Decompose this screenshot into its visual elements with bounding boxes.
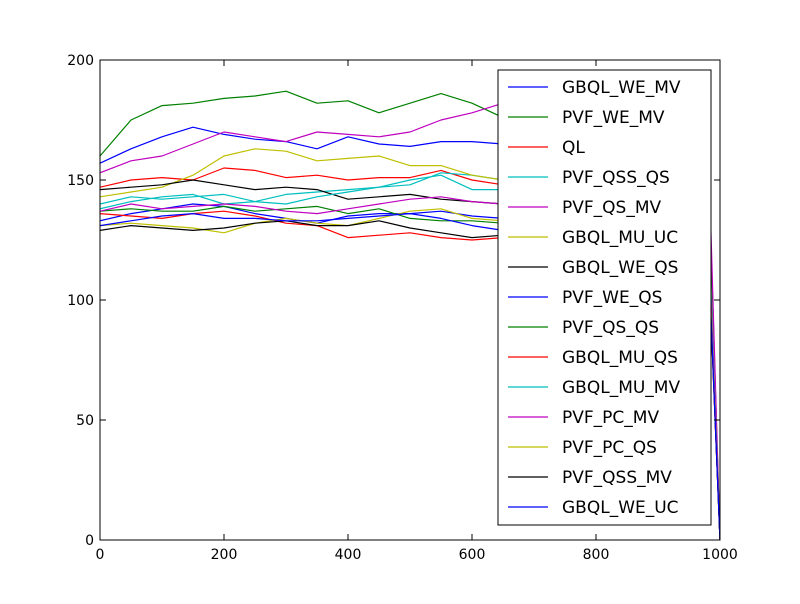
legend-entry: PVF_QSS_MV — [508, 468, 672, 488]
legend-label: GBQL_WE_QS — [562, 258, 678, 278]
y-tick-label: 150 — [67, 173, 94, 189]
legend-label: PVF_QS_QS — [562, 318, 659, 338]
legend-entry: PVF_QS_MV — [508, 198, 661, 218]
legend-label: PVF_WE_QS — [562, 288, 662, 308]
legend-label: GBQL_MU_MV — [562, 378, 680, 398]
x-tick-label: 800 — [583, 547, 610, 563]
x-tick-label: 600 — [459, 547, 486, 563]
legend-label: GBQL_MU_UC — [562, 228, 678, 248]
legend-label: GBQL_MU_QS — [562, 348, 678, 368]
legend-label: GBQL_WE_UC — [562, 498, 679, 518]
y-tick-label: 100 — [67, 293, 94, 309]
legend-label: PVF_PC_MV — [562, 408, 659, 428]
x-tick-label: 0 — [96, 547, 105, 563]
legend-label: QL — [562, 138, 585, 158]
axes: 0 200 400 600 800 1000 0 50 100 150 200 — [67, 53, 738, 563]
legend-entry: PVF_WE_MV — [508, 108, 665, 128]
x-tick-label: 1000 — [702, 547, 738, 563]
y-tick-label: 50 — [76, 413, 94, 429]
legend-label: PVF_QSS_QS — [562, 168, 670, 188]
legend-entry: PVF_PC_MV — [508, 408, 659, 428]
y-tick-label: 0 — [85, 533, 94, 549]
y-tick-label: 200 — [67, 53, 94, 69]
legend: GBQL_WE_MV PVF_WE_MV QL PVF_QSS_QS PVF_QS_MV… — [497, 69, 712, 526]
legend-label: PVF_QS_MV — [562, 198, 661, 218]
legend-entry: GBQL_MU_MV — [508, 378, 680, 398]
x-tick-label: 200 — [211, 547, 238, 563]
legend-entry: PVF_PC_QS — [508, 438, 657, 458]
legend-label: GBQL_WE_MV — [562, 78, 681, 98]
legend-label: PVF_WE_MV — [562, 108, 665, 128]
legend-entry: GBQL_WE_QS — [508, 258, 678, 278]
legend-entry: GBQL_WE_UC — [508, 498, 679, 518]
legend-entry: PVF_QS_QS — [508, 318, 659, 338]
legend-entry: QL — [508, 138, 585, 158]
legend-entry: GBQL_MU_QS — [508, 348, 678, 368]
legend-entry: PVF_WE_QS — [508, 288, 662, 308]
legend-entry: GBQL_MU_UC — [508, 228, 678, 248]
legend-label: PVF_QSS_MV — [562, 468, 672, 488]
x-tick-label: 400 — [335, 547, 362, 563]
legend-label: PVF_PC_QS — [562, 438, 657, 458]
legend-entry: PVF_QSS_QS — [508, 168, 670, 188]
legend-entry: GBQL_WE_MV — [508, 78, 681, 98]
